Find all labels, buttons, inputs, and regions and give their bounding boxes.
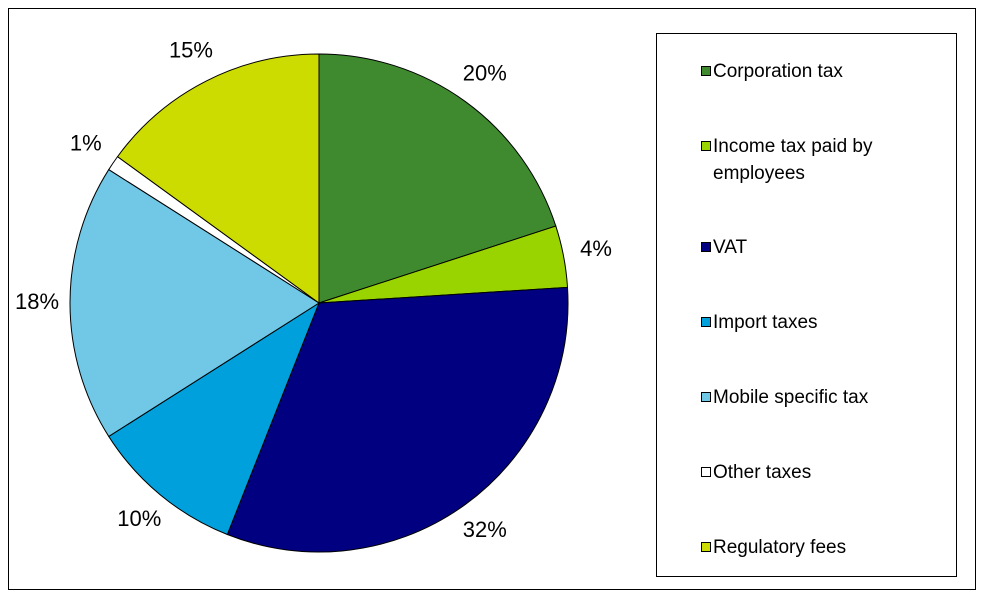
slice-label: 18% <box>15 289 59 314</box>
legend-swatch <box>701 242 711 252</box>
pie-slice <box>116 53 320 304</box>
legend-entry: Corporation tax <box>701 58 941 85</box>
slice-label: 10% <box>117 506 161 531</box>
legend: Corporation tax Income tax paid by employ… <box>656 33 957 577</box>
legend-entry: VAT <box>701 234 941 261</box>
legend-swatch <box>701 317 711 327</box>
legend-swatch <box>701 141 711 151</box>
chart-border <box>8 8 976 590</box>
legend-swatch <box>701 392 711 402</box>
slice-label: 4% <box>580 236 612 261</box>
legend-label: Import taxes <box>713 312 818 333</box>
pie-slice <box>69 168 320 438</box>
legend-label: Income tax paid by employees <box>713 136 873 184</box>
legend-swatch <box>701 66 711 76</box>
legend-label: Corporation tax <box>713 61 843 82</box>
legend-entry: Import taxes <box>701 309 941 336</box>
slice-label: 1% <box>70 130 102 155</box>
legend-entry: Other taxes <box>701 459 941 486</box>
legend-label: Mobile specific tax <box>713 387 869 408</box>
legend-entry: Regulatory fees <box>701 534 941 561</box>
pie-slice <box>226 286 569 553</box>
slice-label: 15% <box>169 38 213 63</box>
legend-label: VAT <box>713 237 748 258</box>
legend-swatch <box>701 542 711 552</box>
pie-slice <box>108 301 321 536</box>
slice-label: 32% <box>463 517 507 542</box>
legend-label: Other taxes <box>713 462 812 483</box>
legend-swatch <box>701 467 711 477</box>
legend-entry: Income tax paid by employees <box>701 133 941 187</box>
legend-label: Regulatory fees <box>713 537 847 558</box>
slice-label: 20% <box>463 61 507 86</box>
pie-slice <box>318 53 557 304</box>
legend-entry: Mobile specific tax <box>701 384 941 411</box>
